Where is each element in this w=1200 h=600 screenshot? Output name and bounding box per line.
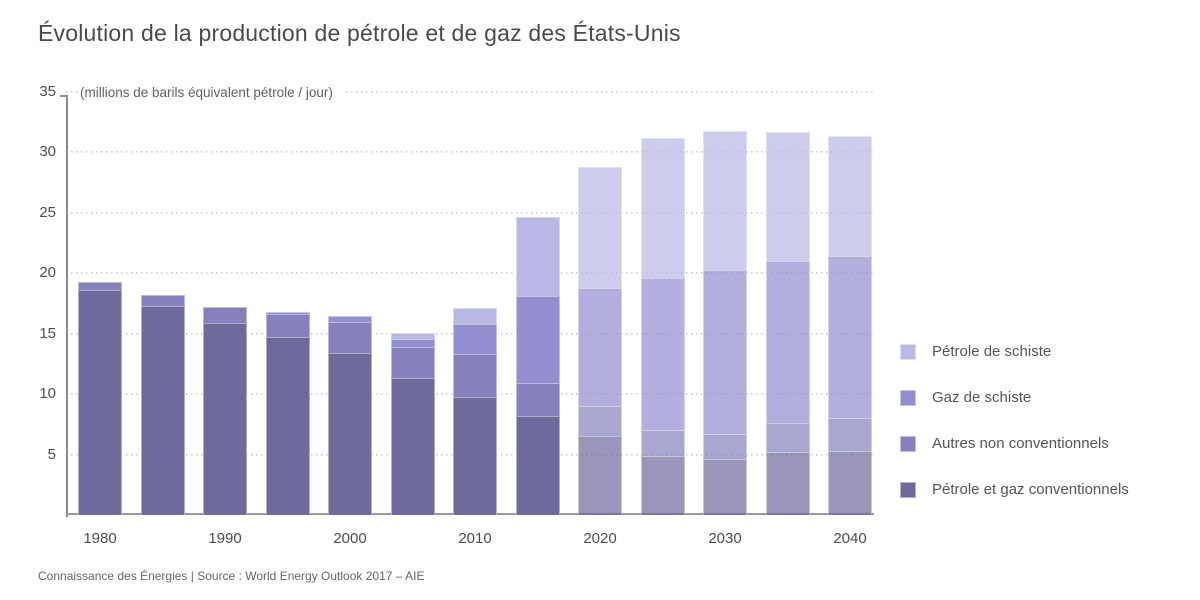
bar-segment-2010-gaz-de-schiste bbox=[453, 324, 497, 355]
bar-segment-2030-gaz-de-schiste bbox=[703, 269, 747, 435]
y-axis-tick bbox=[60, 95, 66, 97]
gridline-20 bbox=[66, 272, 874, 275]
x-tick-label-2010: 2010 bbox=[458, 530, 492, 547]
bar-segment-2035-p-trole-de-schiste bbox=[765, 131, 810, 262]
footer-credit: Connaissance des Énergies | Source : Wor… bbox=[38, 569, 425, 583]
bar-segment-2040-p-trole-et-gaz-conventionnels bbox=[828, 450, 872, 515]
legend-item-2: Autres non conventionnels bbox=[900, 435, 1190, 452]
bar-2030 bbox=[703, 130, 747, 515]
bar-segment-1990-p-trole-et-gaz-conventionnels bbox=[203, 322, 247, 515]
y-tick-label-10: 10 bbox=[39, 385, 56, 403]
bar-segment-2010-autres-non-conventionnels bbox=[453, 354, 497, 397]
legend-swatch-icon bbox=[900, 343, 916, 360]
plot-area bbox=[66, 91, 874, 515]
bar-segment-2020-gaz-de-schiste bbox=[578, 287, 622, 407]
bar-segment-2005-autres-non-conventionnels bbox=[390, 347, 435, 379]
bar-segment-2020-p-trole-de-schiste bbox=[578, 166, 622, 288]
bar-segment-2005-gaz-de-schiste bbox=[390, 338, 435, 348]
bar-2000 bbox=[328, 315, 372, 515]
legend-swatch-icon bbox=[900, 481, 916, 498]
legend-item-3: Pétrole et gaz conventionnels bbox=[900, 481, 1190, 498]
y-tick-label-25: 25 bbox=[39, 203, 56, 221]
legend-swatch-icon bbox=[900, 435, 916, 452]
gridline-25 bbox=[66, 211, 874, 214]
bar-segment-2030-p-trole-et-gaz-conventionnels bbox=[703, 459, 747, 515]
bar-1995 bbox=[265, 311, 310, 515]
bar-segment-2005-p-trole-de-schiste bbox=[390, 332, 435, 339]
x-tick-label-2020: 2020 bbox=[583, 530, 617, 547]
unit-label: (millions de barils équivalent pétrole /… bbox=[80, 84, 343, 101]
bar-segment-2010-p-trole-de-schiste bbox=[453, 308, 497, 325]
bar-segment-2035-autres-non-conventionnels bbox=[765, 423, 810, 453]
bar-segment-1995-p-trole-et-gaz-conventionnels bbox=[265, 337, 310, 515]
legend-label: Pétrole de schiste bbox=[932, 343, 1052, 360]
bar-2010 bbox=[453, 308, 497, 515]
legend-label: Pétrole et gaz conventionnels bbox=[932, 481, 1129, 498]
bar-segment-2015-p-trole-et-gaz-conventionnels bbox=[515, 415, 560, 515]
bar-segment-2000-autres-non-conventionnels bbox=[328, 321, 372, 354]
bar-segment-2025-p-trole-de-schiste bbox=[640, 137, 685, 279]
bar-2005 bbox=[390, 332, 435, 515]
bar-segment-2040-autres-non-conventionnels bbox=[828, 418, 872, 451]
bar-segment-2000-gaz-de-schiste bbox=[328, 315, 372, 322]
bar-segment-1985-autres-non-conventionnels bbox=[140, 295, 185, 306]
y-tick-label-15: 15 bbox=[39, 324, 56, 342]
bar-2040 bbox=[828, 135, 872, 515]
bar-1985 bbox=[140, 295, 185, 515]
bar-segment-2025-gaz-de-schiste bbox=[640, 278, 685, 431]
legend-item-1: Gaz de schiste bbox=[900, 389, 1190, 406]
bar-segment-2030-p-trole-de-schiste bbox=[703, 130, 747, 270]
bar-segment-1995-autres-non-conventionnels bbox=[265, 314, 310, 338]
bar-segment-2040-gaz-de-schiste bbox=[828, 256, 872, 419]
gridline-35 bbox=[66, 91, 874, 93]
legend-label: Gaz de schiste bbox=[932, 389, 1032, 406]
bar-2035 bbox=[765, 131, 810, 515]
bar-segment-2015-gaz-de-schiste bbox=[515, 296, 560, 384]
bar-segment-1980-autres-non-conventionnels bbox=[78, 281, 122, 291]
x-tick-label-2030: 2030 bbox=[708, 530, 742, 547]
legend-swatch-icon bbox=[900, 389, 916, 406]
bar-segment-2010-p-trole-et-gaz-conventionnels bbox=[453, 396, 497, 515]
bar-segment-2025-p-trole-et-gaz-conventionnels bbox=[640, 455, 685, 515]
bar-segment-2015-p-trole-de-schiste bbox=[515, 216, 560, 297]
bar-segment-1985-p-trole-et-gaz-conventionnels bbox=[140, 305, 185, 515]
y-tick-label-5: 5 bbox=[47, 445, 56, 463]
bar-segment-2020-p-trole-et-gaz-conventionnels bbox=[578, 436, 622, 515]
bar-segment-1995-gaz-de-schiste bbox=[265, 311, 310, 315]
y-tick-label-30: 30 bbox=[39, 143, 56, 161]
bar-1980 bbox=[78, 281, 122, 515]
bar-segment-2015-autres-non-conventionnels bbox=[515, 383, 560, 416]
x-tick-label-1990: 1990 bbox=[208, 530, 242, 547]
bar-2015 bbox=[515, 216, 560, 515]
x-tick-label-1980: 1980 bbox=[83, 530, 117, 547]
bar-segment-1980-p-trole-et-gaz-conventionnels bbox=[78, 290, 122, 515]
x-tick-label-2000: 2000 bbox=[333, 530, 367, 547]
bar-segment-2020-autres-non-conventionnels bbox=[578, 406, 622, 437]
bar-segment-2000-p-trole-et-gaz-conventionnels bbox=[328, 353, 372, 515]
bar-segment-2040-p-trole-de-schiste bbox=[828, 135, 872, 257]
bar-segment-2035-p-trole-et-gaz-conventionnels bbox=[765, 452, 810, 515]
gridline-30 bbox=[66, 151, 874, 154]
y-tick-label-20: 20 bbox=[39, 264, 56, 282]
y-tick-label-35: 35 bbox=[39, 83, 56, 100]
chart-title: Évolution de la production de pétrole et… bbox=[38, 20, 681, 46]
bar-2020 bbox=[578, 166, 622, 515]
bar-segment-2025-autres-non-conventionnels bbox=[640, 430, 685, 456]
legend-label: Autres non conventionnels bbox=[932, 435, 1109, 452]
bar-segment-2030-autres-non-conventionnels bbox=[703, 434, 747, 460]
bar-1990 bbox=[203, 307, 247, 515]
legend-item-0: Pétrole de schiste bbox=[900, 343, 1190, 360]
bar-2025 bbox=[640, 137, 685, 515]
x-tick-label-2040: 2040 bbox=[833, 530, 867, 547]
legend: Pétrole de schiste Gaz de schiste Autres n… bbox=[900, 343, 1190, 527]
bar-segment-2005-p-trole-et-gaz-conventionnels bbox=[390, 378, 435, 515]
bar-segment-1990-autres-non-conventionnels bbox=[203, 307, 247, 323]
y-axis-line bbox=[66, 95, 68, 517]
bar-segment-2035-gaz-de-schiste bbox=[765, 261, 810, 424]
